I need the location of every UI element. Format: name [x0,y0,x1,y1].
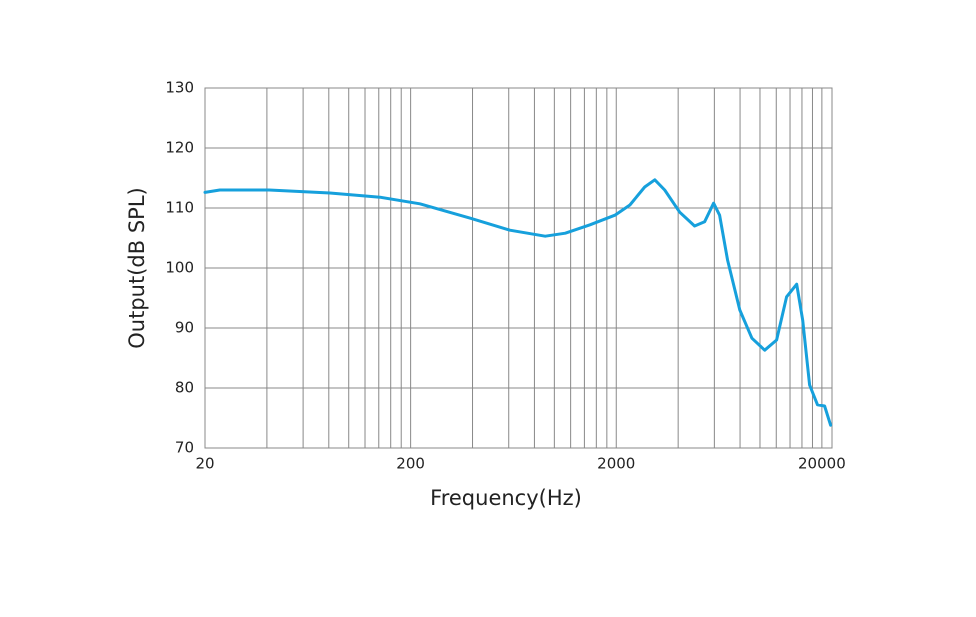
y-tick-label: 90 [175,319,194,337]
data-line [203,178,833,427]
y-tick-label: 110 [165,199,194,217]
y-tick-label: 100 [165,259,194,277]
x-tick-label: 2000 [597,455,635,473]
y-tick-label: 120 [165,139,194,157]
y-tick-label: 70 [175,439,194,457]
x-axis-label: Frequency(Hz) [430,486,582,510]
x-tick-label: 200 [396,455,425,473]
y-axis-label: Output(dB SPL) [125,187,149,348]
y-tick-label: 80 [175,379,194,397]
x-tick-label: 20000 [798,455,846,473]
y-tick-label: 130 [165,79,194,97]
x-tick-label: 20 [195,455,214,473]
